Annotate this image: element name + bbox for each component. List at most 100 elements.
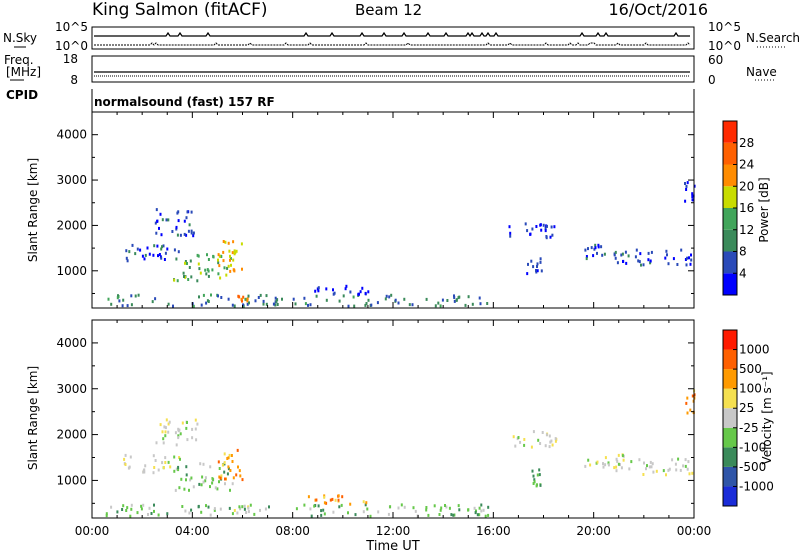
freq-panel-frame xyxy=(91,55,695,83)
power-heatmap xyxy=(107,181,696,308)
x-tick-label: 04:00 xyxy=(175,524,210,538)
colorbar-tick-label: -100 xyxy=(739,440,766,454)
x-tick-label: 16:00 xyxy=(476,524,511,538)
date-title: 16/Oct/2016 xyxy=(608,0,708,19)
colorbar-tick-label: -1000 xyxy=(739,479,774,493)
echo-region xyxy=(508,222,556,240)
cpid-text: normalsound (fast) 157 RF xyxy=(94,95,275,109)
colorbar-tick-label: 1000 xyxy=(739,343,770,357)
x-tick-label: 08:00 xyxy=(275,524,310,538)
colorbar-segment xyxy=(723,229,737,252)
colorbar-segment xyxy=(723,388,737,409)
echo-region xyxy=(314,284,370,296)
x-tick-label: 00:00 xyxy=(677,524,712,538)
velocity-heatmap xyxy=(105,389,696,518)
nsky-tick-bottom: 10^0 xyxy=(55,39,88,53)
echo-region xyxy=(123,453,181,475)
colorbar-tick-label: 28 xyxy=(739,136,754,150)
echo-region xyxy=(107,293,489,308)
colorbar-segment xyxy=(723,186,737,208)
velocity-ylabel: Slant Range [km] xyxy=(26,366,40,470)
station-title: King Salmon (fitACF) xyxy=(92,0,268,20)
y-tick-label: 1000 xyxy=(56,473,87,487)
echo-region xyxy=(584,453,625,470)
x-tick-label: 12:00 xyxy=(376,524,411,538)
echo-region xyxy=(615,457,694,477)
freq-trace xyxy=(94,71,690,77)
echo-region xyxy=(217,240,243,273)
y-tick-label: 3000 xyxy=(56,173,87,187)
colorbar-segment xyxy=(723,466,737,487)
colorbar-tick-label: 100 xyxy=(739,382,762,396)
y-tick-label: 3000 xyxy=(56,382,87,396)
x-tick-label: 20:00 xyxy=(576,524,611,538)
nsearch-line xyxy=(94,42,691,46)
nsearch-tick-bottom: 10^0 xyxy=(708,39,741,53)
echo-region xyxy=(237,294,249,303)
colorbar-segment xyxy=(723,447,737,467)
freq-label-line1: Freq. xyxy=(4,53,34,67)
echo-region xyxy=(307,494,368,506)
colorbar-segment xyxy=(723,142,737,165)
colorbar-tick-label: 24 xyxy=(739,158,754,172)
echo-region xyxy=(584,243,624,261)
freq-tick-top: 18 xyxy=(63,52,78,66)
x-tick-label: 00:00 xyxy=(75,524,110,538)
colorbar-segment xyxy=(723,349,737,370)
colorbar-segment xyxy=(723,208,737,230)
echo-region xyxy=(173,253,235,283)
colorbar-segment xyxy=(723,330,737,350)
echo-region xyxy=(526,257,543,276)
beam-title: Beam 12 xyxy=(355,1,422,19)
y-tick-label: 1000 xyxy=(56,264,87,278)
colorbar-tick-label: 12 xyxy=(739,223,754,237)
x-axis-label: Time UT xyxy=(365,539,419,554)
nsearch-label: N.Search xyxy=(746,31,800,45)
echo-region xyxy=(217,448,244,482)
nsky-trace xyxy=(94,31,691,46)
colorbar-tick-label: -500 xyxy=(739,460,766,474)
nsky-line xyxy=(94,31,690,38)
power-colorbar-label: Power [dB] xyxy=(757,177,771,242)
power-ylabel: Slant Range [km] xyxy=(26,158,40,262)
nsky-tick-top: 10^5 xyxy=(55,20,88,34)
echo-region xyxy=(155,418,199,447)
echo-region xyxy=(125,243,180,263)
echo-region xyxy=(173,462,234,492)
y-tick-label: 2000 xyxy=(56,218,87,232)
y-tick-label: 4000 xyxy=(56,128,87,142)
colorbar-tick-label: 500 xyxy=(739,362,762,376)
velocity-colorbar-label: Velocity [m s⁻¹] xyxy=(760,371,774,464)
colorbar-segment xyxy=(723,251,737,274)
echo-region xyxy=(105,503,490,518)
colorbar-tick-label: 16 xyxy=(739,201,754,215)
nave-tick-top: 60 xyxy=(708,53,723,67)
colorbar-tick-label: 20 xyxy=(739,179,754,193)
nave-tick-bottom: 0 xyxy=(708,73,716,87)
colorbar-tick-label: -25 xyxy=(739,421,759,435)
echo-region xyxy=(531,468,542,488)
colorbar-tick-label: 4 xyxy=(739,266,747,280)
echo-region xyxy=(154,208,195,238)
freq-label-line2: [MHz] xyxy=(6,65,41,79)
echo-region xyxy=(614,248,693,267)
colorbar-segment xyxy=(723,273,737,295)
y-tick-label: 2000 xyxy=(56,428,87,442)
colorbar-segment xyxy=(723,121,737,143)
nsearch-tick-top: 10^5 xyxy=(708,20,741,34)
nsky-panel-frame xyxy=(91,26,695,50)
nave-label: Nave xyxy=(746,65,777,79)
echo-region xyxy=(233,504,250,515)
colorbar-tick-label: 8 xyxy=(739,245,747,259)
nsky-label: N.Sky xyxy=(3,31,37,45)
velocity-panel-frame xyxy=(91,319,695,519)
echo-region xyxy=(512,430,558,449)
colorbar-segment xyxy=(723,408,737,428)
y-tick-label: 4000 xyxy=(56,336,87,350)
freq-tick-bottom: 8 xyxy=(70,73,78,87)
cpid-label: CPID xyxy=(6,88,38,102)
colorbar-segment xyxy=(723,486,737,506)
colorbar-segment xyxy=(723,164,737,187)
colorbar-segment xyxy=(723,369,737,389)
